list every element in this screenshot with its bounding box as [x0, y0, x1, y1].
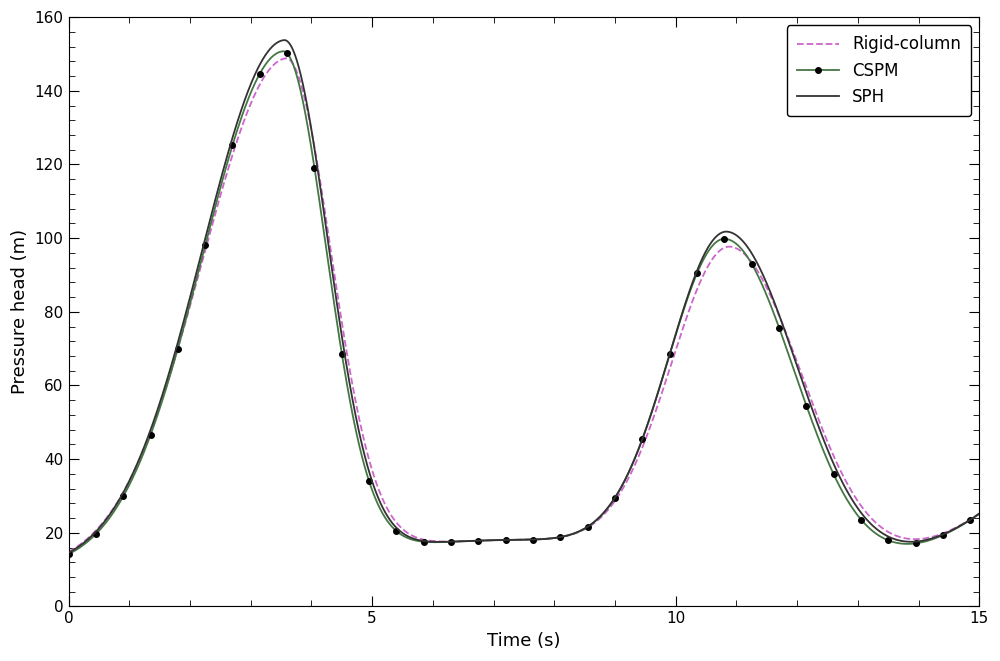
- Rigid-column: [228, 146, 240, 154]
- SPH: [655, 379, 667, 387]
- Line: CSPM: CSPM: [66, 48, 982, 557]
- CSPM: [811, 432, 823, 440]
- Rigid-column: [63, 548, 75, 556]
- Line: SPH: SPH: [69, 40, 979, 553]
- Legend: Rigid-column, CSPM, SPH: Rigid-column, CSPM, SPH: [787, 25, 971, 116]
- CSPM: [655, 379, 667, 387]
- Rigid-column: [411, 533, 423, 541]
- Rigid-column: [811, 412, 823, 420]
- Rigid-column: [742, 254, 754, 262]
- SPH: [811, 420, 823, 428]
- CSPM: [609, 494, 621, 502]
- SPH: [742, 244, 754, 252]
- Rigid-column: [609, 497, 621, 505]
- Y-axis label: Pressure head (m): Pressure head (m): [11, 229, 29, 395]
- SPH: [228, 129, 240, 137]
- SPH: [609, 494, 621, 502]
- CSPM: [63, 550, 75, 558]
- CSPM: [411, 537, 423, 545]
- X-axis label: Time (s): Time (s): [487, 632, 561, 650]
- CSPM: [742, 254, 754, 262]
- Line: Rigid-column: Rigid-column: [69, 58, 979, 552]
- SPH: [63, 549, 75, 557]
- SPH: [973, 510, 985, 518]
- CSPM: [973, 510, 985, 518]
- Rigid-column: [280, 54, 292, 62]
- Rigid-column: [655, 392, 667, 400]
- SPH: [411, 535, 423, 543]
- SPH: [278, 36, 290, 44]
- Rigid-column: [973, 510, 985, 518]
- CSPM: [228, 137, 240, 145]
- CSPM: [277, 48, 289, 56]
